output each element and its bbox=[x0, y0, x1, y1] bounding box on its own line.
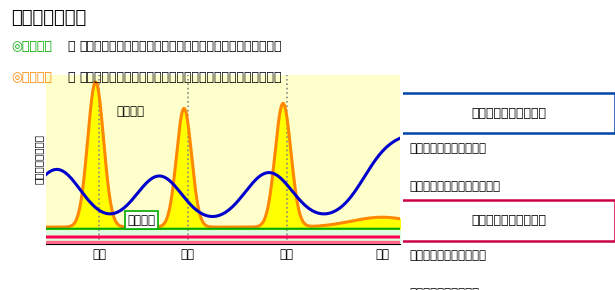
Text: ：: ： bbox=[68, 40, 75, 53]
Text: ◎追加分泌: ◎追加分泌 bbox=[11, 71, 52, 84]
Text: １型糖尿病患者の場合: １型糖尿病患者の場合 bbox=[472, 214, 546, 227]
Text: 基礎分泌: 基礎分泌 bbox=[127, 214, 156, 227]
Text: ◎基礎分泌: ◎基礎分泌 bbox=[11, 40, 52, 53]
Text: 追加分泌: 追加分泌 bbox=[117, 105, 145, 118]
Text: 分泌のタイミングも遅れがち: 分泌のタイミングも遅れがち bbox=[409, 180, 500, 193]
Y-axis label: インスリン分泌量: インスリン分泌量 bbox=[33, 135, 43, 184]
Text: インスリン分泌: インスリン分泌 bbox=[11, 9, 86, 27]
Text: ほとんど分泌されない: ほとんど分泌されない bbox=[409, 287, 479, 290]
Text: 基礎分泌・追加分泌とも: 基礎分泌・追加分泌とも bbox=[409, 249, 486, 262]
FancyBboxPatch shape bbox=[401, 200, 615, 241]
Text: 特に追加分泌が不足し、: 特に追加分泌が不足し、 bbox=[409, 142, 486, 155]
Text: 血糖値を一定に保つため、常に少しずつ出ているインスリン: 血糖値を一定に保つため、常に少しずつ出ているインスリン bbox=[79, 40, 282, 53]
Bar bbox=[46, 241, 400, 244]
FancyBboxPatch shape bbox=[401, 93, 615, 133]
Text: ：: ： bbox=[68, 71, 75, 84]
Text: 食後の血糖値の上昇により、短時間に大量に出るインスリン: 食後の血糖値の上昇により、短時間に大量に出るインスリン bbox=[79, 71, 282, 84]
Text: ２型糖尿病患者の場合: ２型糖尿病患者の場合 bbox=[472, 107, 546, 119]
